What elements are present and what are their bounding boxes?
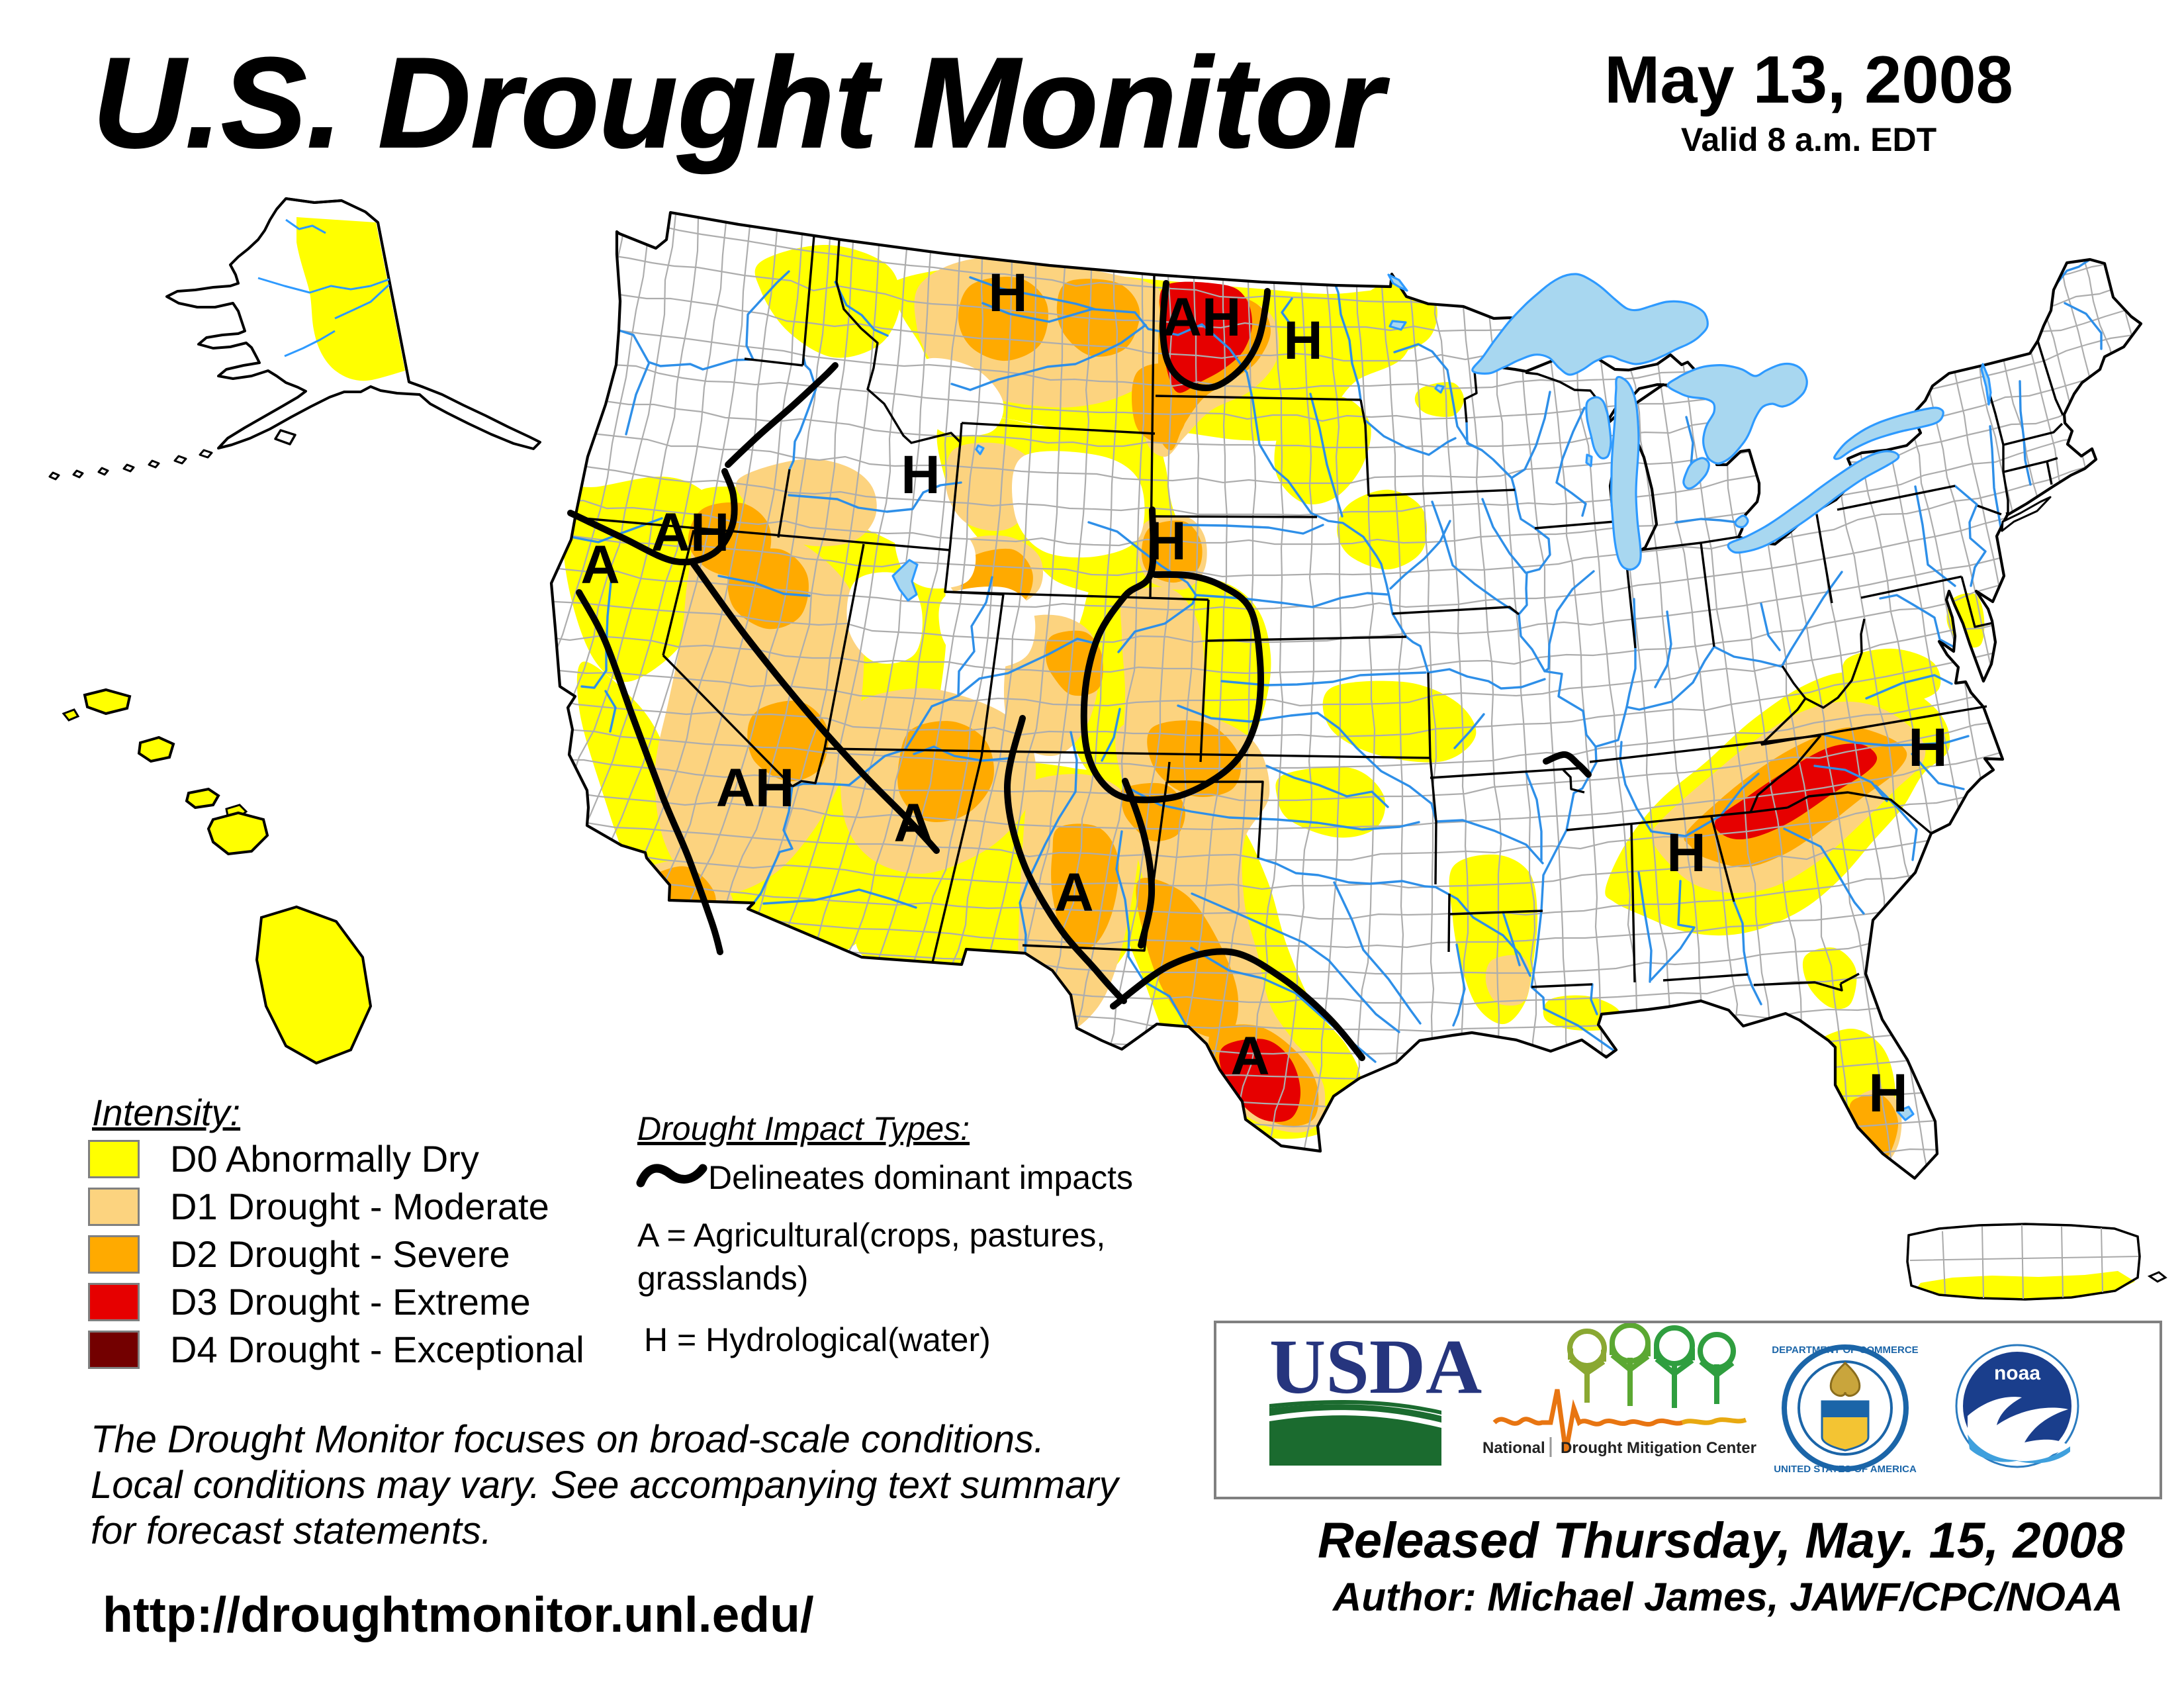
svg-text:A: A bbox=[1230, 1026, 1269, 1086]
svg-text:AH: AH bbox=[651, 502, 729, 563]
svg-text:H: H bbox=[1283, 310, 1322, 371]
svg-text:USDA: USDA bbox=[1269, 1323, 1482, 1410]
svg-text:A: A bbox=[1054, 863, 1093, 923]
svg-text:AH: AH bbox=[716, 758, 794, 818]
svg-text:National: National bbox=[1482, 1439, 1545, 1457]
svg-text:H: H bbox=[1868, 1063, 1907, 1123]
svg-text:UNITED STATES OF AMERICA: UNITED STATES OF AMERICA bbox=[1774, 1464, 1917, 1475]
svg-text:A: A bbox=[580, 535, 619, 595]
svg-text:H: H bbox=[1147, 511, 1186, 571]
svg-text:Drought Mitigation Center: Drought Mitigation Center bbox=[1561, 1439, 1756, 1457]
svg-text:noaa: noaa bbox=[1994, 1362, 2040, 1384]
svg-text:H: H bbox=[1908, 718, 1947, 778]
svg-text:DEPARTMENT OF COMMERCE: DEPARTMENT OF COMMERCE bbox=[1772, 1344, 1918, 1356]
svg-text:A: A bbox=[893, 793, 933, 853]
svg-text:H: H bbox=[988, 263, 1027, 323]
svg-text:H: H bbox=[901, 445, 940, 505]
svg-text:AH: AH bbox=[1163, 287, 1241, 348]
svg-text:H: H bbox=[1666, 823, 1706, 883]
